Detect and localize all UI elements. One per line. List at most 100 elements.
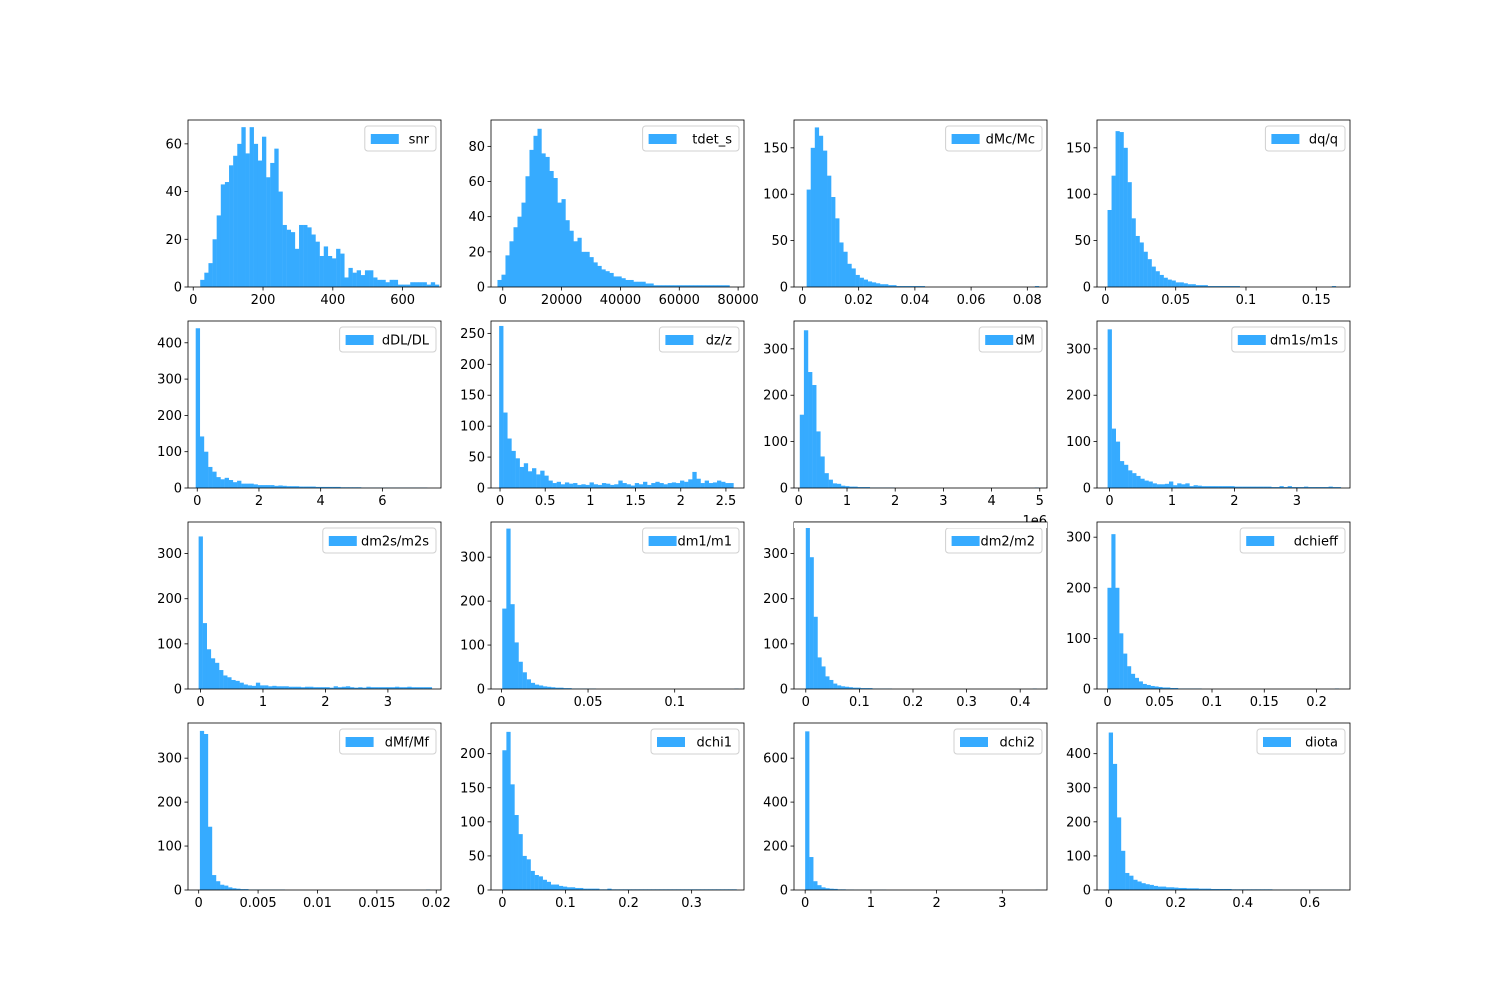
histogram-bar bbox=[532, 468, 537, 488]
y-tick-label: 60 bbox=[468, 175, 485, 190]
y-tick-label: 400 bbox=[763, 796, 788, 811]
histogram-bar bbox=[1197, 485, 1202, 488]
legend-label: tdet_s bbox=[692, 133, 732, 148]
histogram-bar bbox=[617, 276, 622, 287]
y-tick-label: 0 bbox=[174, 482, 182, 497]
legend-box bbox=[642, 527, 740, 554]
histogram-bar bbox=[514, 642, 519, 689]
histogram-bar bbox=[625, 279, 630, 287]
histogram-bar bbox=[1171, 280, 1176, 287]
histogram-bar bbox=[912, 286, 917, 287]
histogram-bar bbox=[427, 687, 433, 689]
histogram-bar bbox=[665, 285, 670, 287]
legend-label: dchi1 bbox=[696, 736, 732, 751]
y-tick-label: 50 bbox=[468, 849, 485, 864]
histogram-bar bbox=[1324, 487, 1329, 488]
x-tick-label: 0 bbox=[496, 494, 504, 509]
histogram-bar bbox=[401, 284, 407, 287]
histogram-bar bbox=[833, 683, 838, 689]
histogram-bar bbox=[808, 372, 813, 488]
subplot-7: 0 1 2 3 0 100 200 300 dm1s/m1s bbox=[1066, 320, 1351, 509]
histogram-bar bbox=[556, 481, 561, 488]
histogram-bar bbox=[536, 474, 541, 488]
legend-label: dm2/m2 bbox=[980, 535, 1035, 550]
histogram-bar bbox=[290, 486, 296, 488]
histogram-bar bbox=[208, 263, 213, 287]
legend: dDL/DL bbox=[339, 326, 437, 353]
histogram-bar bbox=[817, 657, 822, 689]
histogram-bar bbox=[311, 234, 316, 287]
legend-label: dm1/m1 bbox=[677, 535, 732, 550]
x-tick-label: 600 bbox=[390, 293, 415, 308]
histogram-bar bbox=[649, 283, 654, 287]
x-tick-label: 0 bbox=[802, 695, 810, 710]
histogram-bar bbox=[1215, 888, 1220, 890]
y-tick-label: 200 bbox=[763, 592, 788, 607]
histogram-bar bbox=[621, 278, 626, 287]
histogram-bar bbox=[1166, 687, 1171, 689]
histogram-bar bbox=[709, 285, 714, 287]
histogram-bar bbox=[245, 483, 250, 488]
histogram-bar bbox=[216, 215, 221, 287]
histogram-bar bbox=[713, 285, 718, 287]
histogram-bar bbox=[829, 888, 834, 890]
x-tick-label: 0.08 bbox=[1013, 293, 1042, 308]
histogram-bar bbox=[717, 285, 722, 287]
x-tick-label: 0 bbox=[801, 896, 809, 911]
y-tick-label: 200 bbox=[157, 592, 182, 607]
histogram-bar bbox=[369, 270, 374, 287]
histogram-bar bbox=[1299, 487, 1305, 488]
histogram-bar bbox=[522, 672, 527, 689]
histogram-bar bbox=[216, 881, 221, 890]
histogram-bar bbox=[689, 285, 694, 287]
x-tick-label: 0.4 bbox=[1232, 896, 1253, 911]
histogram-bar bbox=[544, 475, 549, 488]
histogram-bar bbox=[1138, 681, 1143, 689]
legend: tdet_s bbox=[642, 125, 740, 152]
histogram-bar bbox=[278, 485, 283, 488]
histogram-bar bbox=[700, 483, 705, 488]
x-tick-label: 3 bbox=[939, 494, 947, 509]
histogram-bar bbox=[389, 279, 394, 287]
histogram-bar bbox=[820, 456, 825, 488]
legend-swatch bbox=[648, 536, 677, 546]
histogram-bar bbox=[257, 485, 263, 488]
legend: dMf/Mf bbox=[339, 728, 437, 755]
legend-label: dm1s/m1s bbox=[1270, 334, 1338, 349]
histogram-bar bbox=[1227, 286, 1232, 287]
histogram-bar bbox=[247, 685, 253, 689]
histogram-bar bbox=[558, 885, 564, 890]
histogram-bar bbox=[305, 686, 310, 689]
histogram-bar bbox=[1194, 888, 1199, 890]
histogram-bar bbox=[1291, 487, 1297, 488]
y-tick-label: 300 bbox=[1066, 781, 1091, 796]
x-tick-label: 0 bbox=[499, 293, 507, 308]
histogram-bar bbox=[399, 687, 404, 689]
x-tick-label: 1 bbox=[843, 494, 851, 509]
histogram-bar bbox=[810, 147, 816, 287]
legend-swatch bbox=[951, 134, 980, 144]
histogram-bar bbox=[403, 687, 408, 689]
histogram-bar bbox=[1142, 683, 1147, 689]
histogram-bar bbox=[547, 686, 552, 689]
histogram-bar bbox=[806, 189, 811, 287]
legend-swatch bbox=[328, 536, 357, 546]
histogram-bar bbox=[199, 730, 205, 890]
histogram-bar bbox=[332, 486, 337, 488]
histogram-bar bbox=[1320, 487, 1325, 488]
histogram-bar bbox=[551, 687, 556, 689]
histogram-bar bbox=[354, 687, 359, 689]
histogram-bar bbox=[1127, 666, 1132, 689]
histogram-bar bbox=[1111, 534, 1116, 689]
histogram-bar bbox=[908, 286, 913, 287]
histogram-bar bbox=[245, 153, 250, 287]
histogram-bar bbox=[606, 483, 611, 488]
histogram-bar bbox=[327, 255, 333, 287]
histogram-bar bbox=[515, 458, 520, 488]
x-tick-label: 2 bbox=[932, 896, 940, 911]
legend: dchi1 bbox=[650, 728, 740, 755]
y-tick-label: 100 bbox=[1066, 435, 1091, 450]
histogram-bar bbox=[261, 136, 267, 287]
histogram-bar bbox=[589, 482, 594, 488]
